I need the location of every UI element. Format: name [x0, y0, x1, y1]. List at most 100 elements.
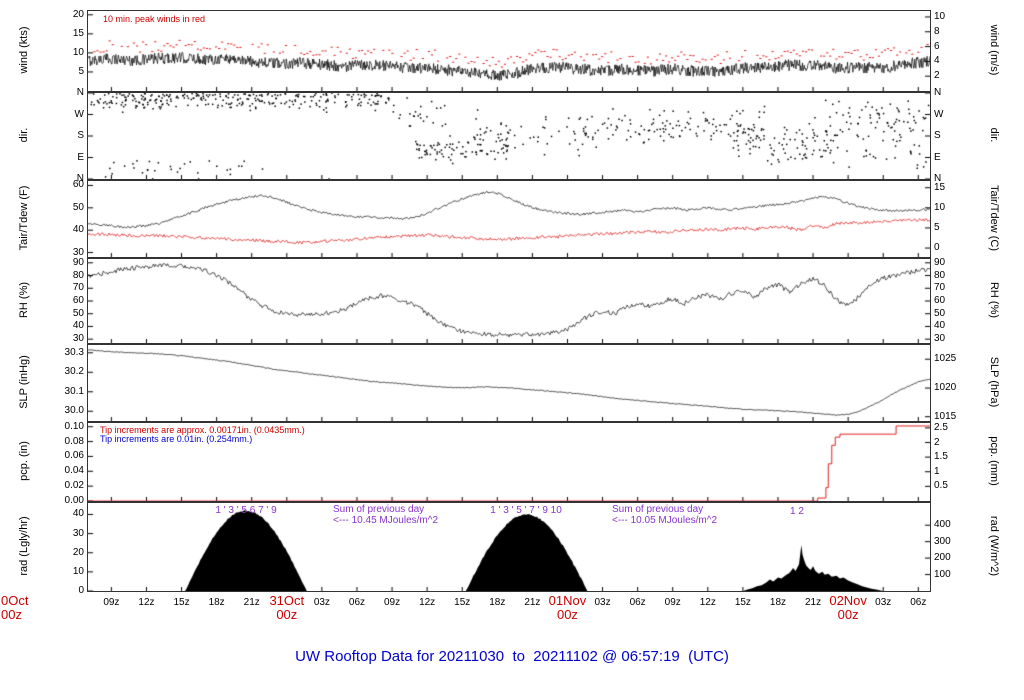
panel-pcp	[87, 422, 931, 502]
axis-title-left-wind: wind (kts)	[18, 26, 30, 74]
clipped-left-date-label: 0Oct 00z	[1, 594, 28, 622]
ytick-right-slp: 1015	[934, 410, 957, 422]
ytick-right-pcp: 2	[934, 436, 940, 448]
xtick-hour-label: 15z	[173, 597, 190, 608]
ytick-left-rad: 10	[72, 565, 84, 577]
ytick-right-rad: 100	[934, 568, 951, 580]
ytick-right-rh: 60	[934, 295, 946, 306]
ytick-right-pcp: 2.5	[934, 421, 948, 433]
axis-title-right-wind: wind (m/s)	[988, 24, 1000, 76]
rad-daily-sum-2: Sum of previous day <--- 10.05 MJoules/m…	[612, 504, 718, 526]
axis-title-left-pcp: pcp. (in)	[18, 441, 30, 481]
rad-daily-sum-2-line1: Sum of previous day	[612, 504, 704, 515]
ytick-left-wind: 15	[72, 27, 84, 39]
precip-plot-canvas	[88, 423, 930, 501]
ytick-left-rh: 60	[72, 295, 84, 306]
axis-title-right-dir: dir.	[988, 127, 1000, 143]
ytick-left-rh: 90	[72, 256, 84, 268]
ytick-left-wind: 20	[72, 8, 84, 20]
rad-daily-sum-2-line2: <--- 10.05 MJoules/m^2	[612, 514, 718, 526]
ytick-left-rad: 40	[72, 508, 84, 520]
xtick-hour-label: 21z	[524, 597, 541, 608]
xtick-hour-label: 18z	[769, 597, 787, 608]
panel-dir	[87, 92, 931, 180]
ytick-left-rh: 80	[72, 269, 84, 281]
panel-rad	[87, 502, 931, 592]
ytick-left-dir: N	[76, 87, 84, 98]
ytick-left-slp: 30.1	[64, 385, 84, 397]
xtick-hour-label: 03z	[313, 597, 330, 608]
axis-title-left-temp: Tair/Tdew (F)	[18, 185, 30, 251]
ytick-left-temp: 50	[72, 201, 84, 213]
panel-slp	[87, 344, 931, 422]
ytick-right-dir: W	[934, 108, 944, 120]
axis-title-right-rad: rad (W/m^2)	[988, 515, 1000, 577]
clipped-left-date-line1: 0Oct	[1, 593, 29, 608]
rad-hour-marks-day1: 1 ' 3 ' 5 6 7 ' 9	[215, 505, 277, 516]
xtick-hour-label: 06z	[910, 597, 927, 608]
xtick-date-label: 01Nov 00z	[549, 594, 587, 622]
panel-rh	[87, 258, 931, 344]
rad-hour-marks-day3: 1 2	[790, 506, 804, 517]
ytick-right-wind: 8	[934, 25, 940, 37]
ytick-left-dir: N	[76, 173, 84, 184]
ytick-left-pcp: 0.02	[64, 480, 84, 492]
ytick-left-slp: 30.0	[64, 405, 84, 417]
ytick-right-pcp: 1	[934, 465, 940, 477]
ytick-left-dir: W	[74, 108, 84, 120]
ytick-right-dir: S	[934, 130, 941, 141]
ytick-left-dir: E	[77, 151, 84, 163]
ytick-left-wind: 10	[72, 46, 84, 58]
ytick-left-rad: 20	[72, 546, 84, 558]
ytick-left-pcp: 0.10	[64, 420, 84, 432]
figure-title: UW Rooftop Data for 20211030 to 20211102…	[295, 648, 729, 665]
ytick-left-pcp: 0.04	[64, 465, 84, 477]
ytick-right-rh: 40	[934, 320, 946, 332]
tip-increment-note-red: Tip increments are approx. 0.00171in. (0…	[100, 425, 305, 435]
ytick-left-temp: 40	[72, 224, 84, 236]
axis-title-left-rh: RH (%)	[18, 281, 30, 319]
ytick-right-rh: 30	[934, 333, 946, 345]
ytick-right-wind: 4	[934, 55, 940, 67]
ytick-right-rh: 50	[934, 307, 946, 319]
xtick-hour-label: 03z	[594, 597, 611, 608]
ytick-left-pcp: 0.08	[64, 435, 84, 447]
ytick-right-wind: 2	[934, 70, 940, 82]
ytick-left-wind: 5	[78, 65, 84, 77]
axis-title-left-dir: dir.	[18, 127, 30, 143]
axis-title-right-pcp: pcp. (mm)	[988, 436, 1000, 486]
tip-increment-note-blue: Tip increments are 0.01in. (0.254mm.)	[100, 434, 253, 444]
rad-daily-sum-1-line2: <--- 10.45 MJoules/m^2	[333, 514, 439, 526]
xtick-hour-label: 09z	[383, 597, 401, 608]
ytick-left-temp: 30	[72, 246, 84, 258]
xtick-hour-label: 06z	[348, 597, 366, 608]
ytick-right-rh: 90	[934, 256, 946, 268]
ytick-right-dir: E	[934, 151, 941, 163]
xtick-hour-label: 15z	[454, 597, 471, 608]
xtick-hour-label: 03z	[875, 597, 892, 608]
date-label-line2: 00z	[276, 607, 298, 622]
ytick-right-rad: 300	[934, 535, 951, 547]
ytick-left-pcp: 0.06	[64, 450, 84, 462]
rad-daily-sum-1-line1: Sum of previous day	[333, 504, 425, 515]
temperature-plot-canvas	[88, 181, 930, 257]
ytick-right-temp: 15	[934, 181, 946, 193]
ytick-left-slp: 30.2	[64, 366, 84, 378]
date-label-line2: 00z	[837, 607, 859, 622]
axis-title-right-slp: SLP (hPa)	[988, 356, 1000, 408]
axis-title-left-rad: rad (Lgly/hr)	[18, 516, 30, 576]
ytick-left-pcp: 0.00	[64, 495, 84, 506]
date-label-line1: 31Oct	[269, 593, 305, 608]
ytick-right-dir: N	[934, 173, 942, 184]
date-label-line1: 01Nov	[548, 593, 587, 608]
ytick-right-rh: 80	[934, 269, 946, 281]
peak-wind-note: 10 min. peak winds in red	[103, 14, 206, 24]
xtick-hour-label: 09z	[664, 597, 681, 608]
rad-hour-marks-day2: 1 ' 3 ' 5 ' 7 ' 9 10	[490, 505, 562, 516]
panel-temp	[87, 180, 931, 258]
humidity-plot-canvas	[88, 259, 930, 343]
xtick-hour-label: 12z	[699, 597, 716, 608]
axis-title-right-rh: RH (%)	[988, 281, 1000, 319]
ytick-left-rh: 50	[72, 307, 84, 319]
xtick-date-label: 31Oct 00z	[269, 594, 304, 622]
